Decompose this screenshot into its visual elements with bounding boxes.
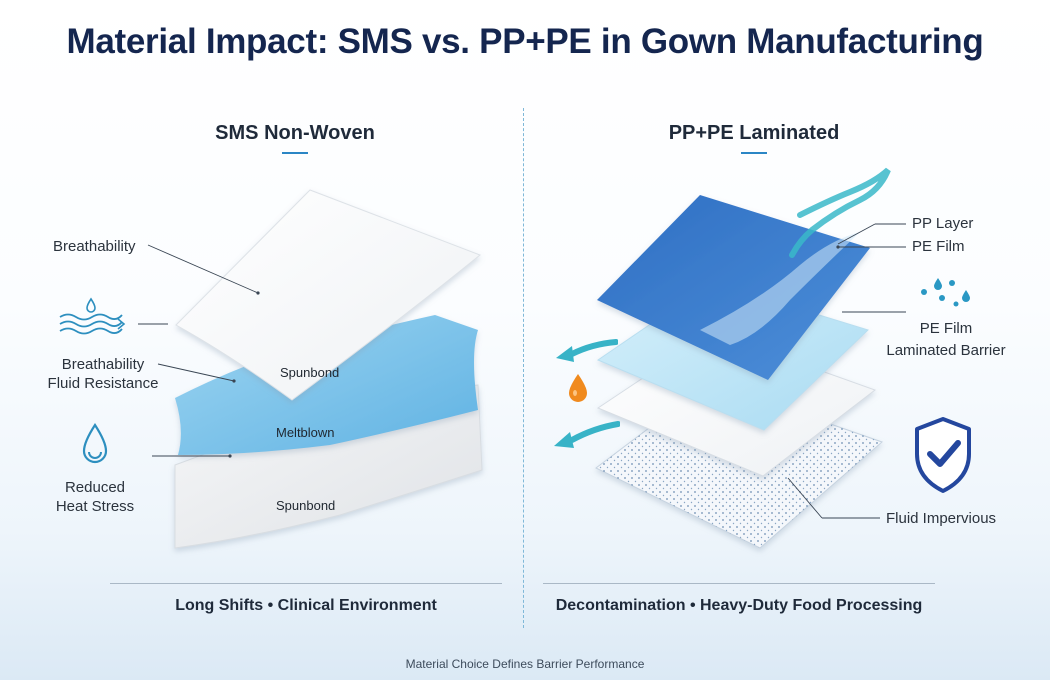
- sms-bottom-divider: [110, 583, 502, 584]
- label-fluid-impervious: Fluid Impervious: [886, 510, 997, 527]
- sms-layer-label-spunbond-bottom: Spunbond: [276, 498, 336, 513]
- water-drop-icon: [82, 422, 108, 464]
- label-breathability-fluid-resistance: Breathability Fluid Resistance: [47, 356, 159, 392]
- sms-heading: SMS Non-Woven: [215, 122, 375, 144]
- water-droplets-icon: [921, 278, 970, 307]
- pppe-use-cases: Decontamination • Heavy-Duty Food Proces…: [555, 597, 923, 614]
- sms-use-cases: Long Shifts • Clinical Environment: [175, 597, 437, 614]
- pppe-heading-underline: [741, 152, 767, 154]
- orange-drop-icon: [569, 374, 587, 402]
- sms-spunbond-top-layer: [175, 189, 481, 401]
- shield-check-icon: [915, 417, 971, 493]
- sms-heading-underline: [282, 152, 308, 154]
- page-title: Material Impact: SMS vs. PP+PE in Gown M…: [66, 22, 984, 61]
- pppe-bottom-divider: [543, 583, 935, 584]
- teal-arrow-icon: [556, 339, 618, 362]
- sms-meltblown-layer: [175, 315, 478, 455]
- label-pe-film: PE Film: [912, 238, 965, 255]
- airflow-waves-icon: [59, 297, 126, 335]
- label-pe-film-laminated-barrier: PE Film Laminated Barrier: [886, 320, 1006, 359]
- label-breathability: Breathability: [53, 238, 136, 255]
- sms-layer-label-spunbond-top: Spunbond: [280, 365, 340, 380]
- teal-arrow-icon: [554, 421, 620, 448]
- footer-caption: Material Choice Defines Barrier Performa…: [405, 657, 645, 671]
- label-pp-layer: PP Layer: [912, 215, 974, 232]
- column-divider: [523, 108, 524, 628]
- pppe-heading: PP+PE Laminated: [668, 122, 840, 144]
- sms-layer-label-meltblown: Meltblown: [276, 425, 335, 440]
- label-reduced-heat-stress: Reduced Heat Stress: [55, 479, 135, 515]
